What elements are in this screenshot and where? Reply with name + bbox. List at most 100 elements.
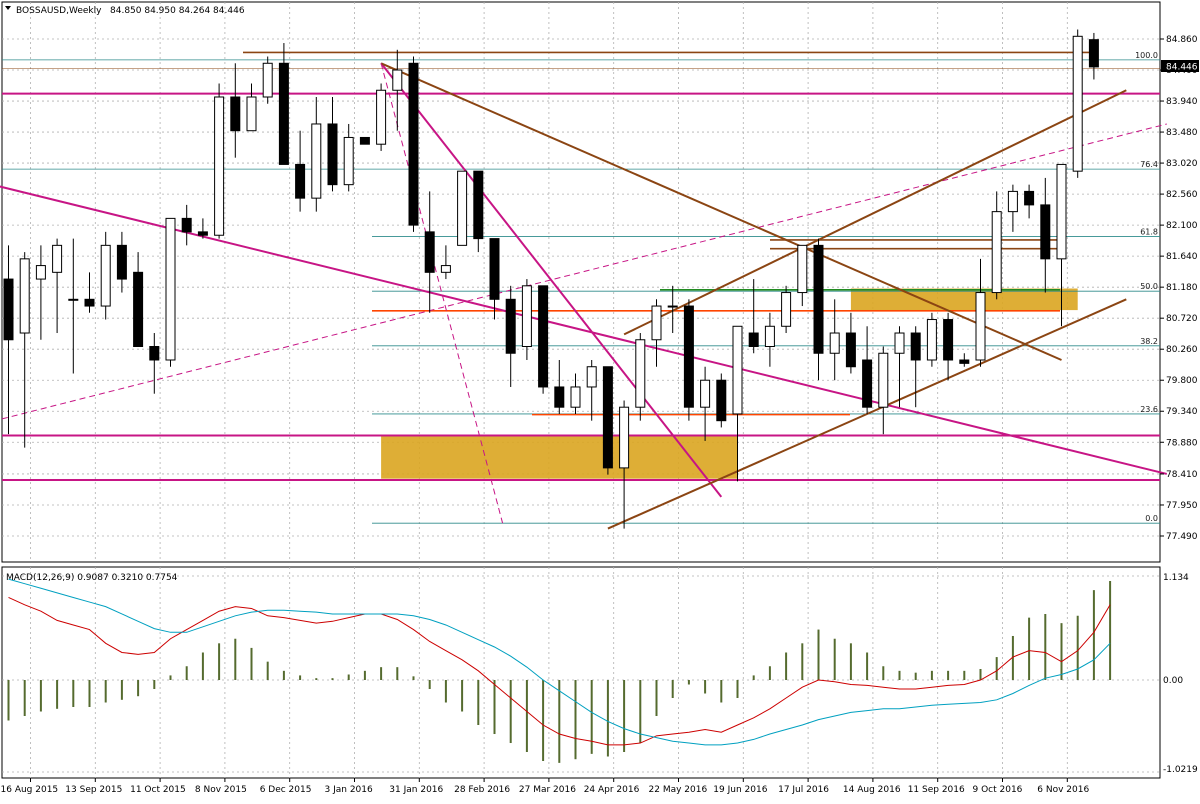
macd-series-line (8, 578, 1111, 746)
candle-body (878, 352, 889, 408)
candle-body (473, 170, 484, 240)
time-tick-label: 6 Nov 2016 (1037, 785, 1089, 795)
candle-body (181, 217, 192, 233)
price-tick-label: 83.940 (1166, 97, 1198, 107)
candle-body (667, 305, 678, 308)
price-tick-label: 79.340 (1166, 407, 1198, 417)
candle-body (197, 231, 208, 236)
candle-body (732, 325, 743, 415)
candle-body (602, 366, 613, 469)
time-tick-label: 24 Apr 2016 (584, 785, 640, 795)
candle-body (959, 359, 970, 364)
trendline (380, 62, 723, 498)
macd-tick-label: 1.134 (1163, 573, 1189, 583)
candle-body (635, 339, 646, 408)
fib-level-label: 50.0 (1140, 282, 1158, 291)
candle-body (586, 366, 597, 388)
dropdown-arrow-icon[interactable] (5, 6, 11, 10)
time-tick-label: 8 Nov 2015 (195, 785, 247, 795)
candle-body (35, 265, 46, 280)
price-tick-label: 83.480 (1166, 128, 1198, 138)
fibonacci-levels: 100.0 76.4 61.8 50.0 38.2 23.6 0.0 (2, 51, 1160, 524)
trendline (380, 62, 1062, 361)
candle-body (100, 244, 111, 307)
fib-level-label: 0.0 (1145, 514, 1158, 523)
candle-body (68, 298, 79, 301)
last-price-badge (1161, 60, 1199, 72)
candle-body (538, 285, 549, 388)
macd-title: MACD(12,26,9) 0.9087 0.3210 0.7754 (6, 573, 178, 583)
fib-level-label: 61.8 (1140, 228, 1158, 237)
time-tick-label: 14 Aug 2016 (843, 785, 901, 795)
candle-body (651, 305, 662, 341)
candle-body (910, 332, 921, 361)
candle-body (764, 325, 775, 348)
candle-body (343, 136, 354, 186)
candle-body (797, 244, 808, 294)
time-tick-label: 31 Jan 2016 (389, 785, 443, 795)
horizontal-lines (2, 51, 1160, 482)
candle-body (295, 163, 306, 199)
candle-body (781, 292, 792, 327)
time-tick-label: 9 Oct 2016 (973, 785, 1023, 795)
candle-body (1088, 39, 1099, 68)
candle-body (829, 332, 840, 354)
price-tick-label: 84.860 (1166, 35, 1198, 45)
candle-body (440, 265, 451, 273)
time-tick-label: 11 Sep 2016 (908, 785, 965, 795)
candle-body (359, 136, 370, 145)
price-tick-label: 80.720 (1166, 314, 1198, 324)
macd-panel (1, 566, 1161, 779)
price-tick-label: 81.180 (1166, 283, 1198, 293)
candle-body (278, 62, 289, 165)
time-tick-label: 17 Jul 2016 (778, 785, 829, 795)
trendlines (0, 62, 1168, 530)
candle-body (975, 292, 986, 361)
candle-body (570, 386, 581, 408)
time-tick-label: 6 Dec 2015 (260, 785, 312, 795)
candle-body (926, 319, 937, 361)
candle-body (1007, 190, 1018, 213)
candle-body (392, 69, 403, 91)
candle-body (116, 244, 127, 280)
candle-body (408, 62, 419, 226)
time-tick-label: 13 Sep 2015 (65, 785, 122, 795)
price-tick-label: 81.640 (1166, 252, 1198, 262)
candle-body (1056, 163, 1067, 260)
price-tick-label: 77.490 (1166, 532, 1198, 542)
candle-body (943, 319, 954, 361)
time-tick-label: 19 Jun 2016 (713, 785, 767, 795)
fib-level-label: 100.0 (1135, 51, 1158, 60)
candle-body (748, 332, 759, 348)
time-tick-label: 11 Oct 2015 (130, 785, 186, 795)
last-price-label: 84.446 (1166, 63, 1198, 73)
candle-body (683, 305, 694, 408)
time-tick-label: 28 Feb 2016 (454, 785, 510, 795)
candle-body (230, 96, 241, 132)
candle-body (554, 386, 565, 408)
candle-body (214, 96, 225, 236)
candle-body (505, 298, 516, 354)
candle-body (376, 89, 387, 145)
chart-title: BOSSAUSD,Weekly (16, 6, 102, 16)
candle-body (716, 379, 727, 422)
candle-body (457, 170, 468, 246)
candle-body (862, 359, 873, 408)
macd-tick-label: -1.0219 (1163, 765, 1198, 775)
candle-body (845, 332, 856, 368)
support-zone (850, 288, 1078, 311)
candle-body (1040, 204, 1051, 260)
candle-body (489, 238, 500, 300)
candle-body (1072, 35, 1083, 172)
time-tick-label: 16 Aug 2015 (1, 785, 59, 795)
trendline (623, 89, 1127, 336)
candle-body (165, 217, 176, 361)
candle-body (327, 123, 338, 186)
candle-body (3, 278, 14, 341)
candle-body (700, 379, 711, 408)
candle-body (894, 332, 905, 354)
macd-series-line (8, 597, 1111, 746)
candle-body (52, 244, 63, 273)
price-tick-label: 79.800 (1166, 376, 1198, 386)
